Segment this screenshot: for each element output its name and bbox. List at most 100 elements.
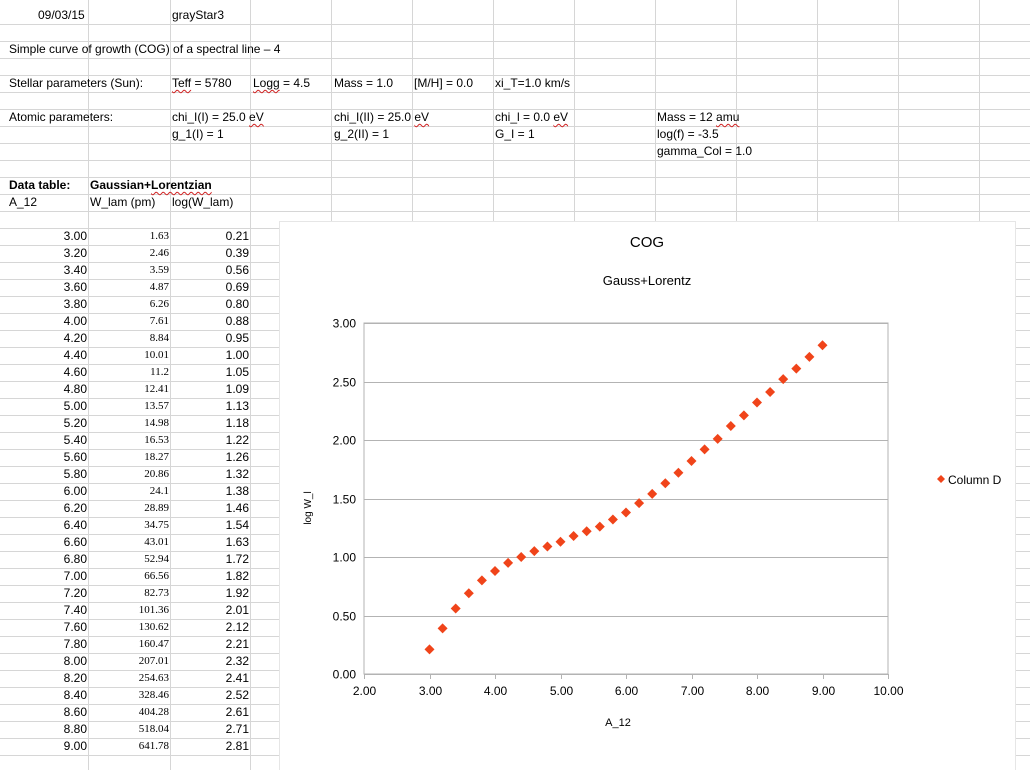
chi1-cell[interactable]: chi_I(I) = 25.0 eV xyxy=(172,109,264,126)
header-wlam[interactable]: W_lam (pm) xyxy=(90,195,156,209)
a12-cell[interactable]: 6.80 xyxy=(63,552,87,566)
a12-cell[interactable]: 3.40 xyxy=(63,263,87,277)
data-point[interactable] xyxy=(673,467,684,478)
g1-cell[interactable]: g_1(I) = 1 xyxy=(172,127,224,141)
logwlam-cell[interactable]: 0.21 xyxy=(225,229,249,243)
mass-cell[interactable]: Mass = 1.0 xyxy=(334,76,394,90)
a12-cell[interactable]: 7.40 xyxy=(63,603,87,617)
a12-cell[interactable]: 7.80 xyxy=(63,637,87,651)
data-point[interactable] xyxy=(647,488,658,499)
data-point[interactable] xyxy=(424,644,435,655)
a12-cell[interactable]: 5.20 xyxy=(63,416,87,430)
wlam-cell[interactable]: 4.87 xyxy=(149,281,169,293)
logwlam-cell[interactable]: 1.63 xyxy=(225,535,249,549)
data-point[interactable] xyxy=(804,351,815,362)
cog-chart[interactable]: COG Gauss+Lorentz A_12 log W_l 0.00 0.50 1… xyxy=(280,222,1015,770)
data-point[interactable] xyxy=(712,433,723,444)
logwlam-cell[interactable]: 0.39 xyxy=(225,246,249,260)
logwlam-cell[interactable]: 2.32 xyxy=(225,654,249,668)
wlam-cell[interactable]: 130.62 xyxy=(138,621,169,633)
data-point[interactable] xyxy=(752,397,762,408)
data-point[interactable] xyxy=(725,420,736,431)
logwlam-cell[interactable]: 1.82 xyxy=(225,569,249,583)
data-point[interactable] xyxy=(660,478,671,489)
wlam-cell[interactable]: 1.63 xyxy=(149,230,169,242)
data-point[interactable] xyxy=(490,566,500,577)
wlam-cell[interactable]: 18.27 xyxy=(144,451,169,463)
wlam-cell[interactable]: 8.84 xyxy=(149,332,169,344)
wlam-cell[interactable]: 34.75 xyxy=(144,519,169,531)
logwlam-cell[interactable]: 1.46 xyxy=(225,501,249,515)
wlam-cell[interactable]: 82.73 xyxy=(144,587,169,599)
title-cell[interactable]: Simple curve of growth (COG) of a spectr… xyxy=(9,42,281,56)
logwlam-cell[interactable]: 2.21 xyxy=(225,637,249,651)
logwlam-cell[interactable]: 1.32 xyxy=(225,467,249,481)
a12-cell[interactable]: 6.40 xyxy=(63,518,87,532)
logwlam-cell[interactable]: 2.61 xyxy=(225,705,249,719)
a12-cell[interactable]: 4.00 xyxy=(63,314,87,328)
gamma-cell[interactable]: gamma_Col = 1.0 xyxy=(657,144,753,158)
stellar-label-cell[interactable]: Stellar parameters (Sun): xyxy=(9,76,144,90)
data-point[interactable] xyxy=(817,340,828,351)
wlam-cell[interactable]: 641.78 xyxy=(138,740,169,752)
date-cell[interactable]: 09/03/15 xyxy=(38,8,85,22)
data-point[interactable] xyxy=(529,546,540,557)
data-point[interactable] xyxy=(555,536,566,547)
logwlam-cell[interactable]: 0.88 xyxy=(225,314,249,328)
a12-cell[interactable]: 8.00 xyxy=(63,654,87,668)
legend[interactable]: Column D xyxy=(937,473,1002,487)
data-point[interactable] xyxy=(542,541,553,552)
wlam-cell[interactable]: 518.04 xyxy=(138,723,169,735)
profile-cell[interactable]: Gaussian+Lorentzian xyxy=(90,177,212,194)
logwlam-cell[interactable]: 1.18 xyxy=(225,416,249,430)
a12-cell[interactable]: 4.60 xyxy=(63,365,87,379)
a12-cell[interactable]: 8.80 xyxy=(63,722,87,736)
wlam-cell[interactable]: 3.59 xyxy=(149,264,169,276)
a12-cell[interactable]: 7.60 xyxy=(63,620,87,634)
logwlam-cell[interactable]: 1.00 xyxy=(225,348,249,362)
a12-cell[interactable]: 7.20 xyxy=(63,586,87,600)
a12-cell[interactable]: 7.00 xyxy=(63,569,87,583)
wlam-cell[interactable]: 6.26 xyxy=(149,298,169,310)
teff-cell[interactable]: Teff = 5780 xyxy=(172,75,232,92)
a12-cell[interactable]: 4.40 xyxy=(63,348,87,362)
data-point[interactable] xyxy=(437,623,448,634)
wlam-cell[interactable]: 10.01 xyxy=(144,349,169,361)
logwlam-cell[interactable]: 1.38 xyxy=(225,484,249,498)
wlam-cell[interactable]: 52.94 xyxy=(144,553,169,565)
logwlam-cell[interactable]: 1.92 xyxy=(225,586,249,600)
a12-cell[interactable]: 5.40 xyxy=(63,433,87,447)
logwlam-cell[interactable]: 0.80 xyxy=(225,297,249,311)
wlam-cell[interactable]: 7.61 xyxy=(149,315,169,327)
wlam-cell[interactable]: 254.63 xyxy=(138,672,169,684)
wlam-cell[interactable]: 11.2 xyxy=(150,366,169,378)
a12-cell[interactable]: 6.00 xyxy=(63,484,87,498)
data-point[interactable] xyxy=(450,603,461,614)
data-point[interactable] xyxy=(568,530,579,541)
a12-cell[interactable]: 8.40 xyxy=(63,688,87,702)
data-point[interactable] xyxy=(634,498,645,509)
wlam-cell[interactable]: 160.47 xyxy=(138,638,169,650)
a12-cell[interactable]: 3.60 xyxy=(63,280,87,294)
a12-cell[interactable]: 3.20 xyxy=(63,246,87,260)
data-point[interactable] xyxy=(778,374,789,385)
data-point[interactable] xyxy=(463,588,474,599)
data-table-label-cell[interactable]: Data table: xyxy=(9,178,71,192)
logwlam-cell[interactable]: 1.13 xyxy=(225,399,249,413)
wlam-cell[interactable]: 24.1 xyxy=(149,485,169,497)
data-point[interactable] xyxy=(476,575,487,586)
g2-cell[interactable]: g_2(II) = 1 xyxy=(334,127,390,141)
logwlam-cell[interactable]: 2.81 xyxy=(225,739,249,753)
data-point[interactable] xyxy=(594,521,605,532)
wlam-cell[interactable]: 404.28 xyxy=(138,706,169,718)
a12-cell[interactable]: 3.00 xyxy=(63,229,87,243)
a12-cell[interactable]: 4.20 xyxy=(63,331,87,345)
data-point[interactable] xyxy=(621,507,631,518)
data-point[interactable] xyxy=(738,410,749,421)
logf-cell[interactable]: log(f) = -3.5 xyxy=(657,127,719,141)
data-point[interactable] xyxy=(686,456,697,467)
logwlam-cell[interactable]: 1.72 xyxy=(225,552,249,566)
logwlam-cell[interactable]: 2.41 xyxy=(225,671,249,685)
logwlam-cell[interactable]: 2.01 xyxy=(225,603,249,617)
header-a12[interactable]: A_12 xyxy=(9,195,38,209)
